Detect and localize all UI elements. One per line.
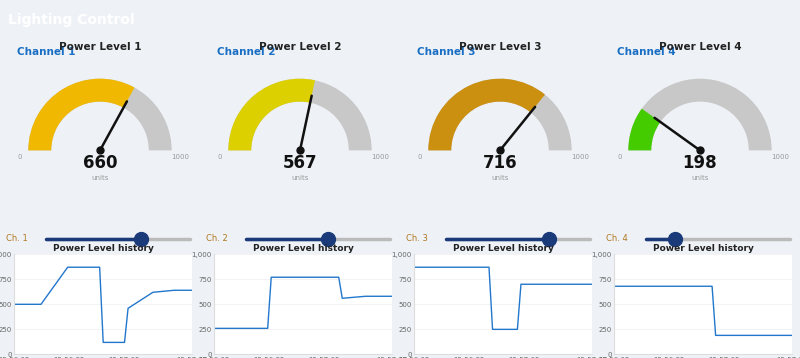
Text: units: units [491, 175, 509, 181]
Text: 716: 716 [482, 154, 518, 172]
Title: Power Level history: Power Level history [653, 245, 754, 253]
Wedge shape [228, 79, 315, 150]
Text: 1000: 1000 [371, 154, 390, 160]
Wedge shape [628, 108, 660, 150]
Text: Channel 4: Channel 4 [618, 47, 676, 57]
Text: 0: 0 [218, 154, 222, 160]
Text: Ch. 1: Ch. 1 [6, 234, 28, 243]
Wedge shape [428, 79, 545, 150]
Text: Channel 2: Channel 2 [218, 47, 276, 57]
Text: Channel 1: Channel 1 [18, 47, 76, 57]
Text: units: units [691, 175, 709, 181]
Title: Power Level 3: Power Level 3 [458, 42, 542, 52]
Text: units: units [291, 175, 309, 181]
Title: Power Level history: Power Level history [453, 245, 554, 253]
Wedge shape [228, 79, 372, 150]
Title: Power Level 2: Power Level 2 [258, 42, 342, 52]
Text: Ch. 2: Ch. 2 [206, 234, 228, 243]
Text: Ch. 4: Ch. 4 [606, 234, 628, 243]
Text: 0: 0 [18, 154, 22, 160]
Wedge shape [628, 79, 772, 150]
Text: 0: 0 [418, 154, 422, 160]
Text: 1000: 1000 [771, 154, 790, 160]
Wedge shape [28, 79, 134, 150]
Text: units: units [91, 175, 109, 181]
Wedge shape [428, 79, 572, 150]
Title: Power Level 4: Power Level 4 [658, 42, 742, 52]
Title: Power Level 1: Power Level 1 [58, 42, 142, 52]
Text: 0: 0 [618, 154, 622, 160]
Wedge shape [28, 79, 172, 150]
Text: 1000: 1000 [571, 154, 590, 160]
Text: 567: 567 [282, 154, 318, 172]
Text: Lighting Control: Lighting Control [8, 13, 134, 26]
Text: Channel 3: Channel 3 [418, 47, 476, 57]
Title: Power Level history: Power Level history [53, 245, 154, 253]
Title: Power Level history: Power Level history [253, 245, 354, 253]
Text: Ch. 3: Ch. 3 [406, 234, 428, 243]
Text: 1000: 1000 [171, 154, 190, 160]
Text: 660: 660 [82, 154, 118, 172]
Text: 198: 198 [682, 154, 718, 172]
